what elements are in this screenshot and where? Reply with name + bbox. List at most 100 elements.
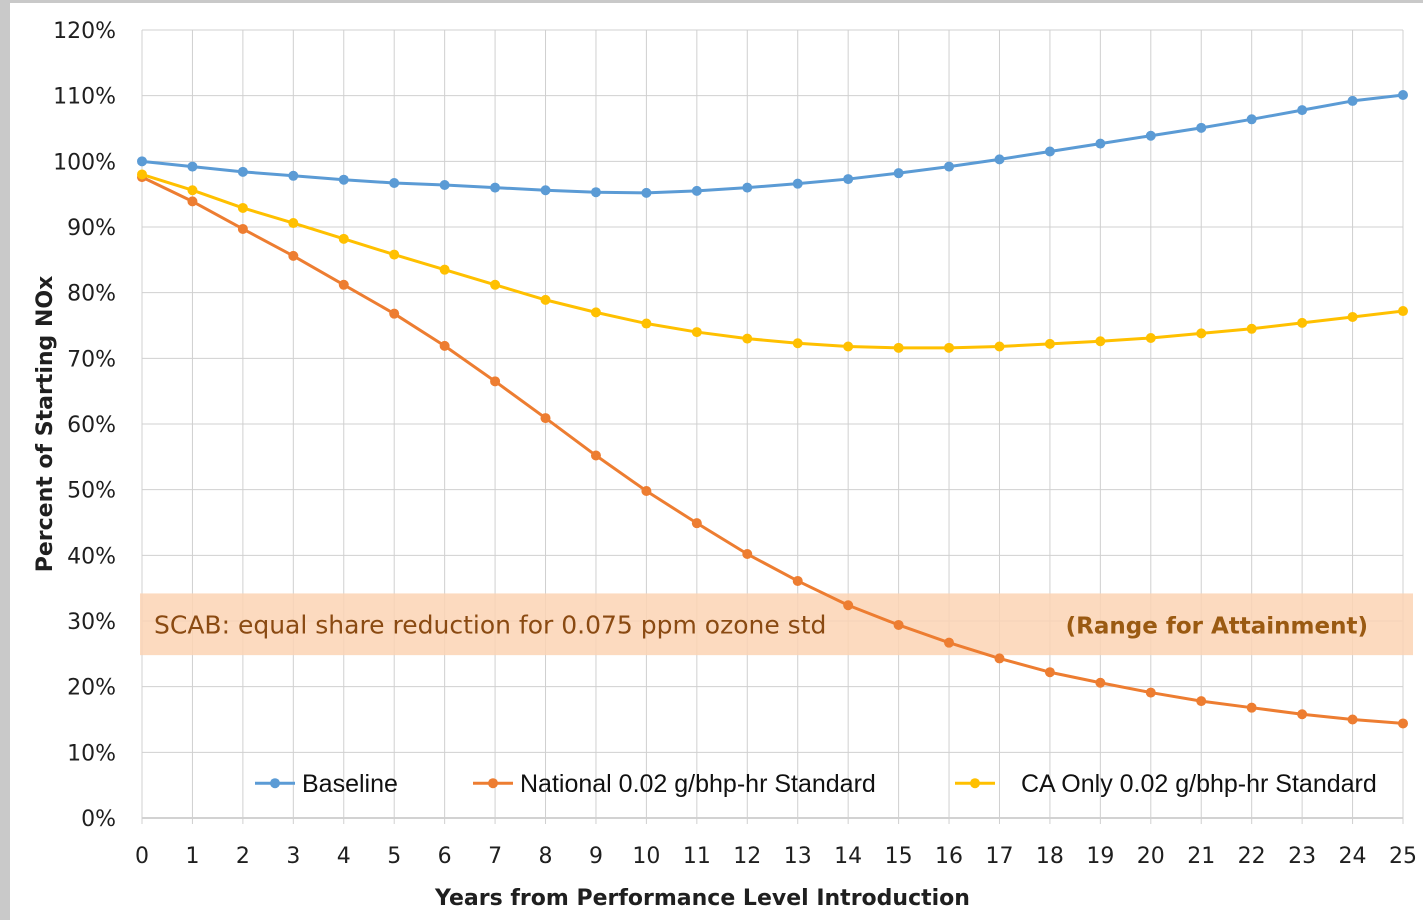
data-point	[792, 178, 803, 189]
x-tick-label: 1	[185, 844, 199, 869]
data-point	[338, 279, 349, 290]
data-point	[641, 318, 652, 329]
attainment-band-labels: SCAB: equal share reduction for 0.075 pp…	[154, 610, 1368, 639]
data-point	[389, 249, 400, 260]
data-point	[742, 549, 753, 560]
x-tick-label: 18	[1036, 844, 1064, 869]
x-tick-label: 11	[683, 844, 711, 869]
x-tick-label: 13	[784, 844, 812, 869]
data-point	[1196, 696, 1207, 707]
data-point	[288, 218, 299, 229]
y-tick-label: 50%	[67, 479, 116, 504]
data-point	[1297, 317, 1308, 328]
data-point	[893, 619, 904, 630]
data-point	[1196, 328, 1207, 339]
attainment-band-label-right: (Range for Attainment)	[1066, 613, 1368, 639]
data-point	[187, 185, 198, 196]
data-point	[742, 333, 753, 344]
legend-label: National 0.02 g/bhp-hr Standard	[520, 770, 876, 798]
data-point	[288, 170, 299, 181]
data-point	[1044, 667, 1055, 678]
data-point	[792, 575, 803, 586]
y-tick-label: 100%	[53, 150, 116, 175]
attainment-band-label: SCAB: equal share reduction for 0.075 pp…	[154, 610, 826, 639]
data-point	[1347, 714, 1358, 725]
data-point	[641, 485, 652, 496]
x-tick-label: 5	[387, 844, 401, 869]
x-tick-label: 17	[985, 844, 1013, 869]
nox-line-chart: SCAB: equal share reduction for 0.075 pp…	[33, 19, 1417, 911]
series-line-2	[141, 173, 1404, 350]
data-point	[288, 250, 299, 261]
data-point	[1044, 338, 1055, 349]
x-tick-label: 0	[135, 844, 149, 869]
data-point	[439, 179, 450, 190]
data-point	[994, 154, 1005, 165]
data-point	[1095, 677, 1106, 688]
data-point	[1044, 146, 1055, 157]
data-point	[237, 202, 248, 213]
legend-swatch-marker	[488, 778, 498, 789]
x-tick-label: 4	[337, 844, 351, 869]
data-point	[540, 185, 551, 196]
y-tick-label: 90%	[67, 216, 116, 241]
y-tick-label: 110%	[53, 85, 116, 110]
data-point	[1145, 130, 1156, 141]
data-point	[843, 174, 854, 185]
y-tick-label: 20%	[67, 676, 116, 701]
data-point	[1297, 709, 1308, 720]
y-tick-label: 60%	[67, 413, 116, 438]
data-point	[439, 340, 450, 351]
data-point	[490, 279, 501, 290]
data-point	[843, 341, 854, 352]
data-point	[389, 308, 400, 319]
data-point	[237, 223, 248, 234]
y-axis-title: Percent of Starting NOx	[33, 276, 58, 573]
axis-ticks: 0%10%20%30%40%50%60%70%80%90%100%110%120…	[53, 19, 1417, 869]
series-lines	[137, 90, 1408, 729]
data-point	[590, 450, 601, 461]
legend-label: CA Only 0.02 g/bhp-hr Standard	[1021, 770, 1377, 798]
y-tick-label: 40%	[67, 544, 116, 569]
data-point	[137, 156, 147, 167]
x-axis-title: Years from Performance Level Introductio…	[434, 886, 970, 911]
data-point	[893, 342, 904, 353]
data-point	[590, 187, 601, 198]
data-point	[540, 413, 551, 424]
data-point	[187, 161, 198, 172]
data-point	[590, 307, 601, 318]
y-tick-label: 10%	[67, 741, 116, 766]
data-point	[1347, 311, 1358, 322]
legend-swatch-marker	[970, 778, 980, 789]
attainment-band-rect	[140, 593, 1413, 656]
gridlines	[141, 29, 1404, 824]
x-tick-label: 3	[286, 844, 300, 869]
data-point	[540, 294, 551, 305]
data-point	[490, 376, 501, 387]
data-point	[1398, 90, 1408, 101]
x-tick-label: 15	[885, 844, 913, 869]
x-tick-label: 24	[1339, 844, 1367, 869]
data-point	[389, 178, 400, 189]
y-tick-label: 80%	[67, 282, 116, 307]
attainment-range-band	[140, 593, 1413, 656]
data-point	[1246, 114, 1257, 125]
x-tick-label: 14	[834, 844, 862, 869]
x-tick-label: 12	[733, 844, 761, 869]
x-tick-label: 2	[236, 844, 250, 869]
x-tick-label: 23	[1288, 844, 1316, 869]
data-point	[994, 341, 1005, 352]
data-point	[1145, 687, 1156, 698]
data-point	[1246, 702, 1257, 713]
x-tick-label: 21	[1187, 844, 1215, 869]
y-tick-label: 30%	[67, 610, 116, 635]
x-tick-label: 6	[438, 844, 452, 869]
chart-frame: SCAB: equal share reduction for 0.075 pp…	[10, 3, 1423, 920]
data-point	[994, 653, 1005, 664]
y-tick-label: 120%	[53, 19, 116, 44]
data-point	[1095, 138, 1106, 149]
legend-label: Baseline	[302, 770, 398, 798]
data-point	[944, 161, 955, 172]
x-tick-label: 9	[589, 844, 603, 869]
data-point	[137, 169, 147, 180]
